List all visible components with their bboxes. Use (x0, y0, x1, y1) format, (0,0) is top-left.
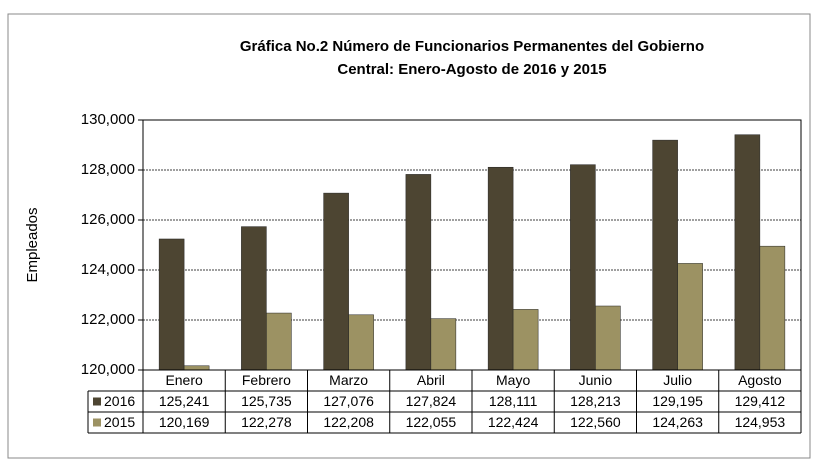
bar (241, 226, 267, 371)
legend-swatch (93, 418, 101, 427)
table-cell: 122,424 (488, 414, 539, 430)
bar (595, 305, 621, 371)
bar (266, 312, 292, 371)
y-tick-label: 124,000 (81, 261, 135, 278)
chart-subtitle: Central: Enero-Agosto de 2016 y 2015 (337, 61, 606, 78)
x-tick-label: Agosto (738, 372, 782, 388)
bar (405, 174, 432, 371)
bar (183, 365, 210, 371)
bar (512, 309, 539, 371)
x-tick-label: Julio (663, 372, 692, 388)
bar (323, 192, 349, 371)
x-tick-label: Enero (165, 372, 203, 388)
bar (430, 318, 457, 371)
table-cell: 129,195 (652, 393, 703, 409)
table-cell: 129,412 (735, 393, 786, 409)
legend-swatch (93, 397, 101, 406)
x-tick-label: Marzo (329, 372, 368, 388)
y-tick-label: 130,000 (81, 111, 135, 128)
x-tick-label: Junio (579, 372, 613, 388)
y-tick-label: 120,000 (81, 361, 135, 378)
table-cell: 124,263 (652, 414, 703, 430)
table-cell: 120,169 (159, 414, 210, 430)
bar (759, 245, 786, 371)
bar (652, 139, 678, 371)
x-tick-label: Abril (417, 372, 445, 388)
table-cell: 127,076 (323, 393, 374, 409)
bar (734, 134, 761, 371)
x-tick-label: Mayo (496, 372, 530, 388)
table-cell: 128,111 (489, 393, 538, 409)
y-axis-label: Empleados (24, 207, 41, 282)
table-cell: 124,953 (735, 414, 786, 430)
table-cell: 125,241 (159, 393, 210, 409)
legend-label: 2016 (104, 393, 135, 409)
y-tick-label: 122,000 (81, 311, 135, 328)
table-cell: 125,735 (241, 393, 292, 409)
table-cell: 128,213 (570, 393, 621, 409)
bar (570, 164, 596, 371)
table-cell: 122,278 (241, 414, 292, 430)
y-tick-label: 126,000 (81, 211, 135, 228)
table-cell: 122,055 (406, 414, 457, 430)
chart-title: Gráfica No.2 Número de Funcionarios Perm… (240, 38, 704, 55)
y-tick-label: 128,000 (81, 161, 135, 178)
bar (158, 238, 185, 371)
table-cell: 122,560 (570, 414, 621, 430)
table-cell: 127,824 (406, 393, 457, 409)
bar (487, 166, 514, 371)
table-cell: 122,208 (323, 414, 374, 430)
bar (677, 263, 703, 371)
legend-label: 2015 (104, 414, 135, 430)
bar (348, 314, 374, 371)
x-tick-label: Febrero (242, 372, 291, 388)
